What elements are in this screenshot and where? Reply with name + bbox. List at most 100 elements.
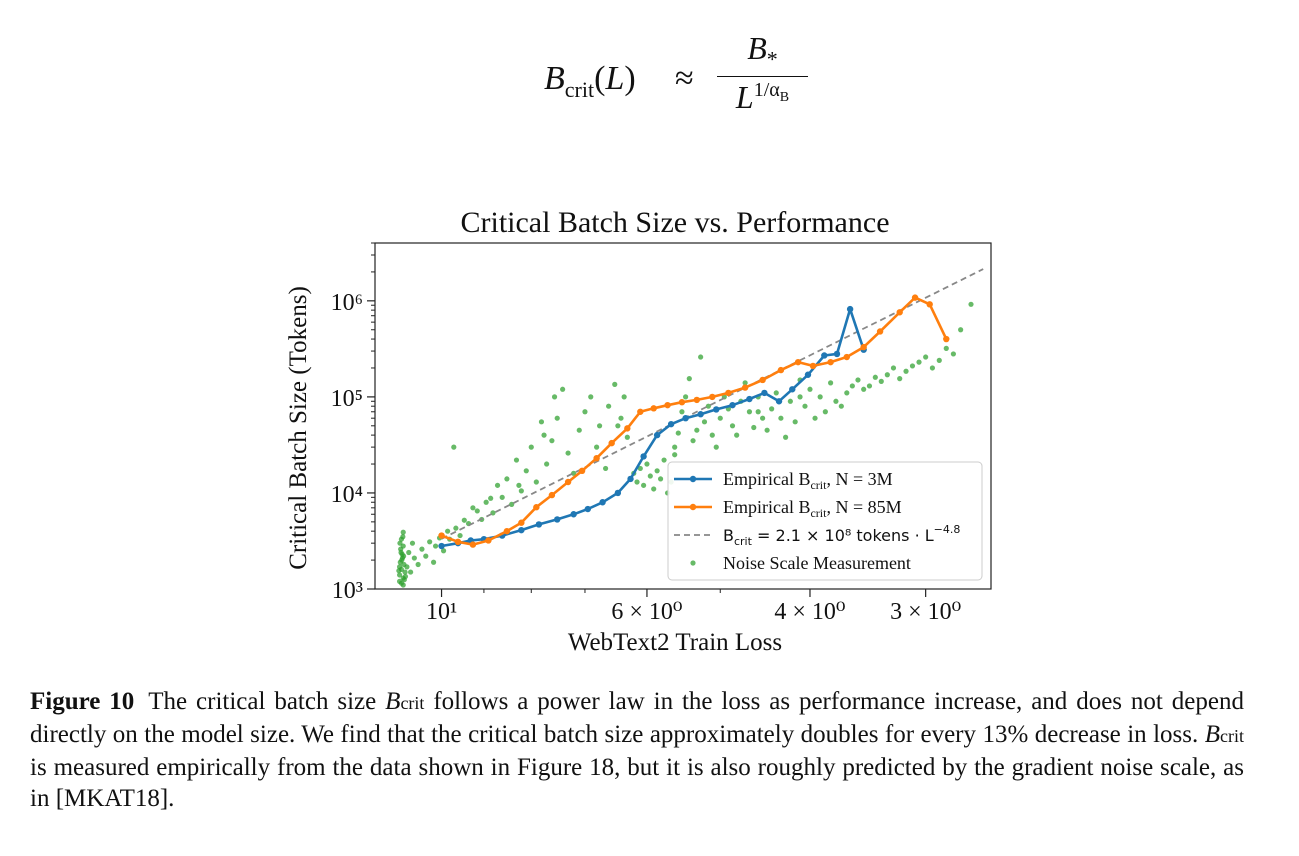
legend-swatch-marker xyxy=(689,475,697,483)
noise-scale-point xyxy=(903,368,909,374)
noise-scale-point xyxy=(612,381,618,387)
series-85m-point xyxy=(777,366,785,374)
series-85m-point xyxy=(709,393,716,401)
noise-scale-point xyxy=(483,499,489,505)
noise-scale-point xyxy=(778,415,784,421)
figure-label: Figure 10 xyxy=(30,688,135,715)
noise-scale-point xyxy=(717,415,723,421)
series-3m-point xyxy=(570,511,577,518)
noise-scale-point xyxy=(397,540,403,546)
series-85m-point xyxy=(593,454,600,462)
noise-scale-point xyxy=(509,501,515,507)
series-3m-point xyxy=(746,395,753,403)
noise-scale-point xyxy=(675,430,681,436)
series-85m-point xyxy=(608,439,615,447)
series-3m-point xyxy=(554,516,561,523)
noise-scale-point xyxy=(427,539,433,545)
noise-scale-point xyxy=(404,564,410,570)
noise-scale-point xyxy=(453,525,459,531)
series-85m-point xyxy=(503,527,511,535)
noise-scale-point xyxy=(518,488,524,494)
equation-numerator: B* xyxy=(747,30,778,72)
noise-scale-point xyxy=(751,424,757,431)
noise-scale-point xyxy=(408,569,414,575)
noise-scale-point xyxy=(929,365,936,371)
noise-scale-point xyxy=(769,406,775,412)
noise-scale-point xyxy=(402,573,409,580)
figure-caption: Figure 10 The critical batch size Bcrit f… xyxy=(30,688,1244,812)
noise-scale-point xyxy=(554,415,560,421)
noise-scale-point xyxy=(861,386,867,392)
noise-scale-point xyxy=(606,403,612,409)
series-85m-point xyxy=(578,467,586,475)
series-85m-point xyxy=(518,519,525,526)
noise-scale-point xyxy=(822,409,828,415)
series-3m-point xyxy=(535,521,543,528)
noise-scale-point xyxy=(661,457,667,463)
series-85m-point xyxy=(759,376,766,384)
legend-label: Noise Scale Measurement xyxy=(723,553,911,573)
series-85m-point xyxy=(896,309,903,316)
legend-box xyxy=(667,461,983,581)
noise-scale-point xyxy=(672,444,678,450)
noise-scale-point xyxy=(958,327,964,333)
noise-scale-point xyxy=(602,465,609,472)
chart-title: Critical Batch Size vs. Performance xyxy=(460,206,889,239)
noise-scale-point xyxy=(499,494,505,500)
noise-scale-point xyxy=(513,457,520,463)
noise-scale-point xyxy=(690,438,696,444)
series-85m-point xyxy=(548,491,556,499)
noise-scale-point xyxy=(694,427,700,433)
noise-scale-point xyxy=(878,378,884,384)
noise-scale-point xyxy=(399,557,405,563)
series-85m-point xyxy=(911,294,919,301)
series-85m-point xyxy=(438,532,445,539)
noise-scale-point xyxy=(400,534,406,540)
noise-scale-point xyxy=(742,380,748,386)
series-85m-point xyxy=(693,396,701,404)
noise-scale-point xyxy=(849,383,855,389)
series-3m-point xyxy=(682,414,689,422)
critical-batch-chart: Critical Batch Size vs. Performance WebTe… xyxy=(285,206,992,656)
series-85m-point xyxy=(741,384,749,391)
series-85m-point xyxy=(624,425,631,432)
noise-scale-point xyxy=(411,555,417,561)
noise-scale-point xyxy=(396,564,403,570)
legend-entry-85m: Empirical Bcrit, N = 85M xyxy=(674,497,902,520)
noise-scale-point xyxy=(713,444,719,450)
legend-swatch-marker xyxy=(689,503,697,511)
noise-scale-point xyxy=(634,479,640,485)
noise-scale-point xyxy=(594,444,600,450)
series-3m-point xyxy=(697,411,704,418)
noise-scale-point xyxy=(400,553,407,559)
noise-scale-point xyxy=(683,394,689,400)
noise-scale-point xyxy=(872,374,878,380)
noise-scale-point xyxy=(792,419,798,425)
noise-scale-point xyxy=(764,427,770,433)
fraction-bar xyxy=(717,76,808,77)
legend-swatch-dot xyxy=(690,560,696,566)
series-85m-point xyxy=(827,358,834,366)
series-85m-point xyxy=(469,541,477,548)
series-85m-point xyxy=(943,335,950,343)
noise-scale-point xyxy=(504,476,510,482)
noise-scale-point xyxy=(560,386,566,392)
noise-scale-point xyxy=(551,394,558,400)
series-85m-point xyxy=(926,301,933,308)
series-3m-point xyxy=(614,489,622,497)
legend-entry-fit: Bcrit = 2.1 × 10⁸ tokens · L−4.8 xyxy=(674,523,960,548)
series-3m-point xyxy=(518,526,525,534)
x-tick-label: 4 × 10⁰ xyxy=(774,599,845,625)
noise-scale-point xyxy=(866,383,873,389)
noise-scale-point xyxy=(651,486,657,492)
noise-scale-point xyxy=(615,423,621,429)
x-tick-label: 3 × 10⁰ xyxy=(890,599,961,625)
noise-scale-point xyxy=(474,508,480,514)
noise-scale-point xyxy=(398,580,405,586)
y-tick-label: 10⁵ xyxy=(331,386,363,412)
noise-scale-point xyxy=(523,468,529,474)
noise-scale-point xyxy=(909,363,916,369)
noise-scale-point xyxy=(544,461,550,467)
equation-lhs: Bcrit(L) xyxy=(544,60,636,102)
legend-entry-3m: Empirical Bcrit, N = 3M xyxy=(674,469,893,492)
